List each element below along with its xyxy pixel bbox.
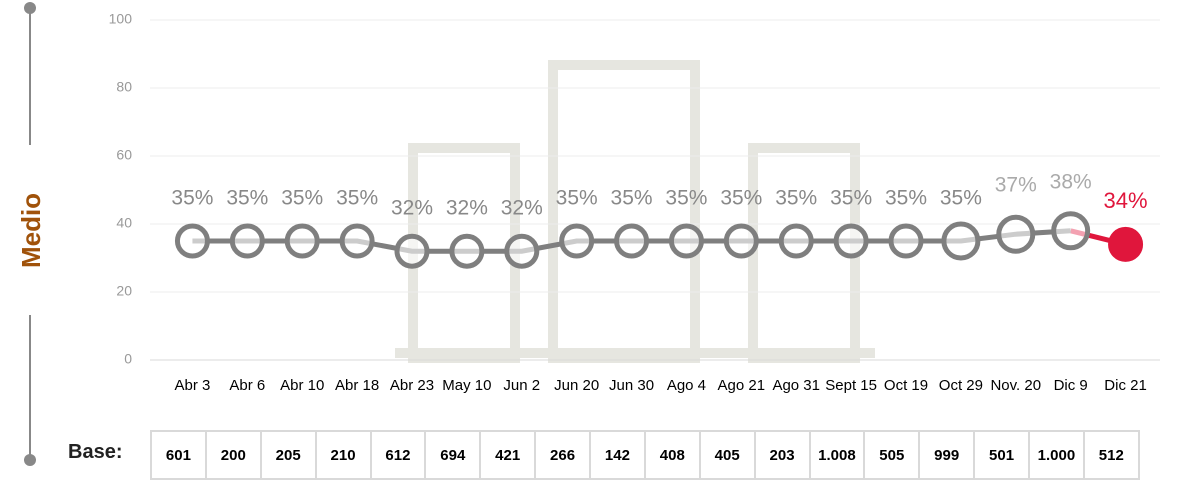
base-cell: 408 xyxy=(643,430,701,480)
value-label: 32% xyxy=(501,197,543,220)
value-label: 35% xyxy=(611,187,653,210)
value-label: 35% xyxy=(226,187,268,210)
base-cell: 612 xyxy=(369,430,427,480)
y-tick-label: 60 xyxy=(116,147,132,163)
base-cell: 210 xyxy=(314,430,372,480)
x-tick-label: Abr 18 xyxy=(335,377,380,394)
point xyxy=(559,223,595,259)
base-cell: 1.008 xyxy=(808,430,866,480)
side-dot xyxy=(24,454,36,466)
base-cell: 601 xyxy=(150,430,207,480)
x-tick-label: Oct 19 xyxy=(883,377,929,394)
base-cell: 266 xyxy=(534,430,591,480)
value-label: 37% xyxy=(995,174,1037,197)
base-cell: 999 xyxy=(918,430,976,480)
base-cell: 501 xyxy=(973,430,1030,480)
point xyxy=(888,223,924,259)
x-tick-label: Dic 9 xyxy=(1053,377,1088,394)
y-tick-label: 100 xyxy=(109,11,133,27)
value-label: 35% xyxy=(336,187,378,210)
base-label: Base: xyxy=(68,441,123,463)
side-label: Medio xyxy=(16,192,47,268)
x-tick-label: Abr 10 xyxy=(280,377,325,394)
value-label: 35% xyxy=(775,187,817,210)
x-tick-label: Nov. 20 xyxy=(990,377,1042,394)
point xyxy=(941,221,981,261)
x-tick-label: Sept 15 xyxy=(825,377,877,394)
x-tick-label: Oct 29 xyxy=(938,377,983,394)
base-cell: 200 xyxy=(204,430,262,480)
value-label: 34% xyxy=(1104,188,1148,213)
base-cell: 405 xyxy=(698,430,756,480)
x-tick-label: Jun 20 xyxy=(554,377,600,394)
base-cell: 512 xyxy=(1082,430,1140,480)
point xyxy=(339,223,375,259)
x-tick-label: Ago 31 xyxy=(772,377,820,394)
point xyxy=(394,233,430,269)
point xyxy=(1051,211,1091,251)
value-label: 35% xyxy=(940,187,982,210)
y-tick-label: 20 xyxy=(116,283,132,299)
x-tick-label: Abr 3 xyxy=(174,377,211,394)
value-label: 35% xyxy=(885,187,927,210)
x-tick-label: Abr 6 xyxy=(229,377,266,394)
point xyxy=(668,223,704,259)
base-cell: 505 xyxy=(863,430,921,480)
x-tick-label: Jun 30 xyxy=(609,377,655,394)
point xyxy=(229,223,265,259)
point xyxy=(996,214,1036,254)
point xyxy=(284,223,320,259)
value-label: 32% xyxy=(446,197,488,220)
base-table: 601 200 205 210 612 694 421 266 142 408 405 203 1.00… xyxy=(150,430,1140,480)
point xyxy=(174,223,210,259)
base-cell: 421 xyxy=(479,430,537,480)
side-label-box: Medio xyxy=(2,170,62,290)
value-label: 35% xyxy=(171,187,213,210)
point xyxy=(723,223,759,259)
x-tick-label: Ago 4 xyxy=(666,377,707,394)
value-label: 35% xyxy=(281,187,323,210)
y-tick-label: 0 xyxy=(124,351,132,367)
y-tick-label: 40 xyxy=(116,215,132,231)
x-tick-label: Abr 23 xyxy=(389,377,435,394)
value-label: 35% xyxy=(830,187,872,210)
point xyxy=(449,233,485,269)
value-label: 38% xyxy=(1050,170,1092,193)
value-label: 35% xyxy=(556,187,598,210)
base-cell: 1.000 xyxy=(1028,430,1085,480)
x-tick-label: Ago 21 xyxy=(717,377,766,394)
x-tick-label: Dic 21 xyxy=(1104,377,1147,394)
point xyxy=(778,223,814,259)
base-row: 601 200 205 210 612 694 421 266 142 408 405 203 1.00… xyxy=(150,430,1140,480)
base-cell: 142 xyxy=(589,430,646,480)
value-label: 32% xyxy=(391,197,433,220)
base-cell: 694 xyxy=(424,430,482,480)
point xyxy=(833,223,869,259)
point xyxy=(614,223,650,259)
value-label: 35% xyxy=(720,187,762,210)
value-label: 35% xyxy=(665,187,707,210)
base-cell: 205 xyxy=(259,430,317,480)
highlight-point xyxy=(1108,226,1144,262)
x-tick-label: May 10 xyxy=(442,377,492,394)
side-dot xyxy=(24,2,36,14)
point xyxy=(504,233,540,269)
x-tick-label: Jun 2 xyxy=(503,377,541,394)
base-cell: 203 xyxy=(753,430,811,480)
y-tick-label: 80 xyxy=(116,79,132,95)
